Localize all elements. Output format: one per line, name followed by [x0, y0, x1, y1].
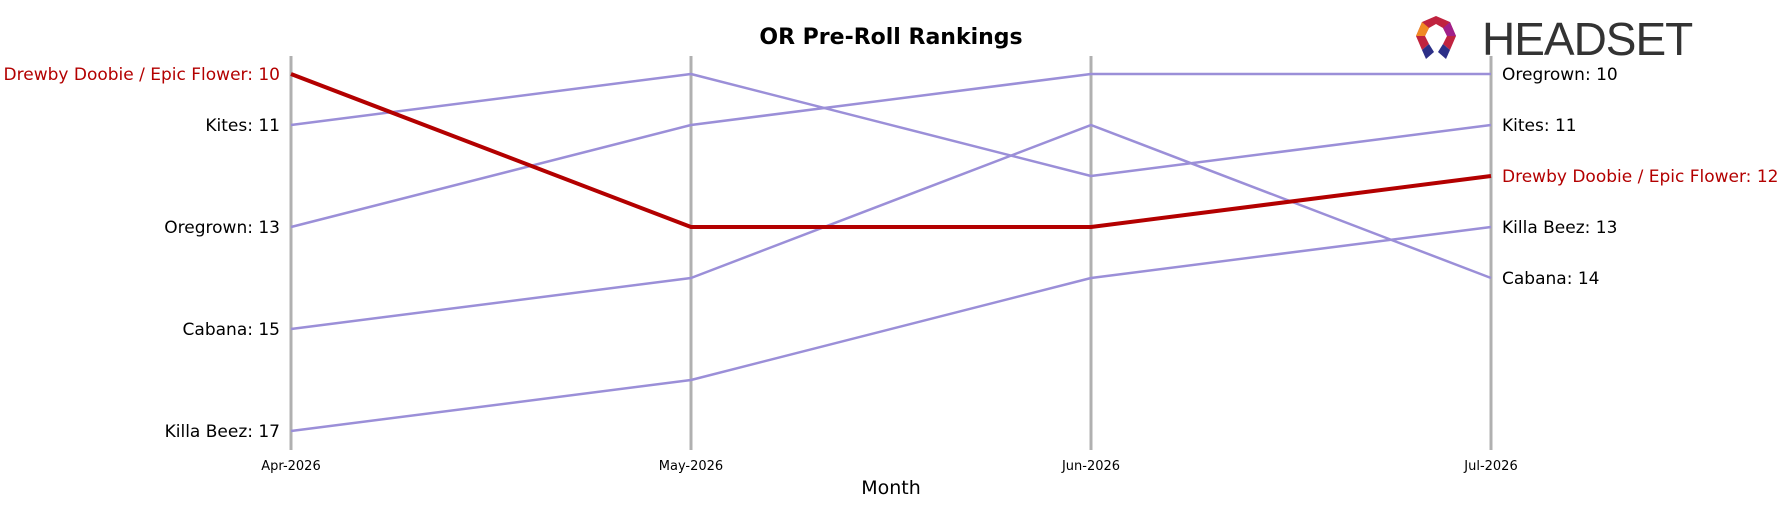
series-line	[290, 72, 1492, 229]
left-rank-labels: Drewby Doobie / Epic Flower: 10 Kites: 11…	[4, 65, 280, 442]
x-axis-label: Month	[861, 477, 921, 499]
headset-logo-icon	[1416, 16, 1456, 59]
right-rank-label: Kites: 11	[1502, 116, 1577, 136]
series-line	[290, 72, 1491, 229]
x-tick-labels: Apr-2026 May-2026 Jun-2026 Jul-2026	[261, 459, 1517, 474]
chart-title: OR Pre-Roll Rankings	[759, 25, 1022, 50]
right-rank-label: Killa Beez: 13	[1502, 218, 1617, 238]
month-gridlines	[289, 56, 1493, 450]
right-rank-label: Oregrown: 10	[1502, 65, 1618, 85]
left-rank-label: Cabana: 15	[183, 320, 280, 340]
right-rank-label: Cabana: 14	[1502, 269, 1599, 289]
x-tick-label: Jun-2026	[1061, 459, 1120, 474]
left-rank-label: Drewby Doobie / Epic Flower: 10	[4, 65, 280, 85]
left-rank-label: Kites: 11	[205, 116, 280, 136]
series-line	[290, 72, 1492, 178]
x-tick-label: Jul-2026	[1463, 459, 1517, 474]
right-rank-label: Drewby Doobie / Epic Flower: 12	[1502, 167, 1778, 187]
left-rank-label: Killa Beez: 17	[165, 422, 280, 442]
x-tick-label: Apr-2026	[261, 459, 320, 474]
series-lines	[290, 72, 1492, 433]
headset-logo: HEADSET	[1416, 13, 1694, 65]
right-rank-labels: Oregrown: 10 Kites: 11 Drewby Doobie / Epi…	[1502, 65, 1778, 289]
series-line	[290, 225, 1492, 433]
logo-wordmark: HEADSET	[1482, 13, 1693, 65]
x-tick-label: May-2026	[659, 459, 723, 474]
left-rank-label: Oregrown: 13	[164, 218, 280, 238]
